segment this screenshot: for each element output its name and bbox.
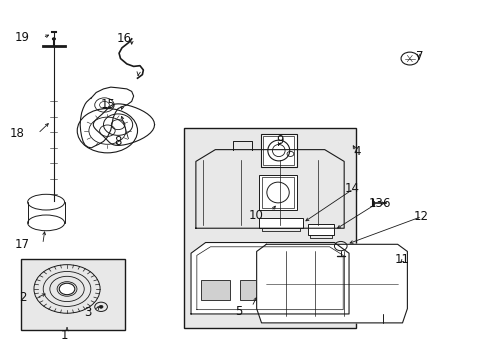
Text: 11: 11 <box>394 253 409 266</box>
Circle shape <box>99 305 103 308</box>
Circle shape <box>111 120 124 130</box>
Text: 19: 19 <box>15 31 30 44</box>
Text: 18: 18 <box>10 127 25 140</box>
Text: 7: 7 <box>415 50 423 63</box>
Text: 2: 2 <box>19 291 27 305</box>
Polygon shape <box>191 243 348 314</box>
Bar <box>183 128 356 328</box>
Text: 6: 6 <box>381 197 388 210</box>
Bar <box>239 280 287 300</box>
Text: 9: 9 <box>275 134 283 147</box>
Bar <box>262 177 293 208</box>
Text: 4: 4 <box>353 145 361 158</box>
Circle shape <box>59 283 75 295</box>
Bar <box>307 224 334 235</box>
Ellipse shape <box>28 194 64 210</box>
Circle shape <box>52 38 55 40</box>
Bar <box>297 284 319 300</box>
Bar <box>259 217 302 228</box>
Ellipse shape <box>266 182 288 203</box>
Text: 13: 13 <box>367 197 382 210</box>
Bar <box>260 134 296 167</box>
Bar <box>21 258 125 330</box>
Bar <box>259 175 296 210</box>
Text: 12: 12 <box>412 210 427 223</box>
Bar <box>263 136 293 165</box>
Text: 5: 5 <box>235 305 242 318</box>
Text: 8: 8 <box>114 135 122 148</box>
Text: 16: 16 <box>116 32 131 45</box>
Text: 14: 14 <box>344 183 359 195</box>
Text: 10: 10 <box>248 209 264 222</box>
Bar <box>201 280 229 300</box>
Ellipse shape <box>267 140 289 161</box>
Polygon shape <box>256 244 407 323</box>
Text: 17: 17 <box>15 238 30 251</box>
Text: 3: 3 <box>84 306 92 319</box>
Text: 1: 1 <box>61 329 68 342</box>
Text: 15: 15 <box>100 99 115 112</box>
